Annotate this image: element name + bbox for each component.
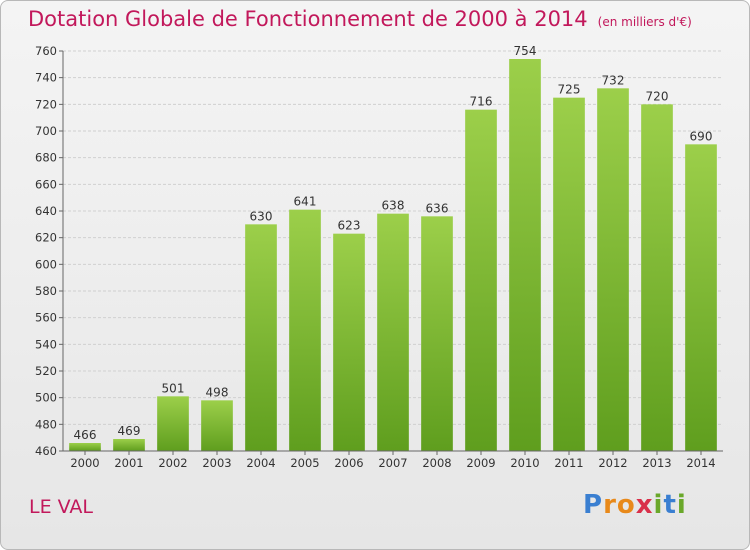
x-tick-label-2014: 2014 (686, 456, 715, 470)
x-tick-label-2011: 2011 (554, 456, 583, 470)
logo-letter: x (635, 490, 654, 520)
data-label-2009: 716 (470, 95, 493, 109)
y-tick-label: 680 (35, 151, 57, 165)
data-label-2000: 466 (74, 428, 97, 442)
x-tick-label-2013: 2013 (642, 456, 671, 470)
y-tick-label: 620 (35, 231, 57, 245)
logo-letter: i (653, 490, 664, 520)
y-tick-label: 500 (35, 391, 57, 405)
y-tick-label: 640 (35, 204, 57, 218)
y-tick-label: 540 (35, 337, 57, 351)
y-tick-label: 700 (35, 124, 57, 138)
logo-letter: t (663, 490, 677, 520)
y-tick-label: 740 (35, 71, 57, 85)
x-tick-label-2004: 2004 (246, 456, 275, 470)
bar-2006 (333, 233, 365, 451)
data-label-2001: 469 (118, 424, 141, 438)
place-name: LE VAL (29, 496, 93, 518)
bar-2012 (597, 88, 629, 451)
y-tick-label: 480 (35, 417, 57, 431)
data-label-2013: 720 (646, 89, 669, 103)
data-label-2004: 630 (250, 209, 273, 223)
data-label-2003: 498 (206, 385, 229, 399)
data-label-2007: 638 (382, 199, 405, 213)
y-tick-label: 520 (35, 364, 57, 378)
bar-2005 (289, 209, 321, 451)
data-label-2005: 641 (294, 195, 317, 209)
bar-2013 (641, 104, 673, 451)
data-label-2012: 732 (602, 73, 625, 87)
x-tick-label-2002: 2002 (158, 456, 187, 470)
bar-2004 (245, 224, 277, 451)
x-tick-label-2000: 2000 (70, 456, 99, 470)
bar-2010 (509, 59, 541, 451)
bar-2014 (685, 144, 717, 452)
x-tick-label-2007: 2007 (378, 456, 407, 470)
logo-letter: i (676, 490, 687, 520)
x-tick-label-2012: 2012 (598, 456, 627, 470)
x-tick-label-2010: 2010 (510, 456, 539, 470)
data-label-2008: 636 (426, 201, 449, 215)
y-tick-label: 760 (35, 44, 57, 58)
x-tick-label-2003: 2003 (202, 456, 231, 470)
chart-title-text: Dotation Globale de Fonctionnement de 20… (28, 7, 588, 31)
data-label-2002: 501 (162, 381, 185, 395)
x-tick-label-2009: 2009 (466, 456, 495, 470)
proxiti-logo: Proxiti (583, 490, 687, 520)
logo-letter: o (616, 490, 636, 520)
y-tick-label: 660 (35, 177, 57, 191)
x-tick-label-2001: 2001 (114, 456, 143, 470)
logo-letter: r (603, 490, 617, 520)
chart-subtitle: (en milliers d'€) (597, 15, 692, 29)
bar-2007 (377, 213, 409, 451)
bar-2001 (113, 439, 145, 451)
data-label-2014: 690 (690, 129, 713, 143)
logo-letter: P (583, 490, 604, 520)
data-label-2011: 725 (558, 83, 581, 97)
bar-2002 (157, 396, 189, 451)
bar-2003 (201, 400, 233, 451)
bar-2008 (421, 216, 453, 451)
y-tick-label: 720 (35, 97, 57, 111)
y-tick-label: 580 (35, 284, 57, 298)
bar-2009 (465, 109, 497, 452)
x-tick-label-2006: 2006 (334, 456, 363, 470)
x-tick-label-2008: 2008 (422, 456, 451, 470)
chart-title: Dotation Globale de Fonctionnement de 20… (28, 7, 692, 31)
x-tick-label-2005: 2005 (290, 456, 319, 470)
data-label-2010: 754 (514, 44, 537, 58)
y-tick-label: 560 (35, 311, 57, 325)
bar-2000 (69, 443, 101, 451)
y-tick-label: 460 (35, 444, 57, 458)
data-label-2006: 623 (338, 219, 361, 233)
bar-2011 (553, 97, 585, 452)
y-tick-label: 600 (35, 257, 57, 271)
